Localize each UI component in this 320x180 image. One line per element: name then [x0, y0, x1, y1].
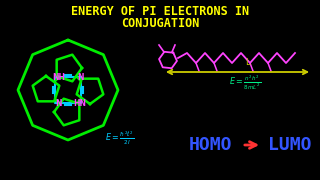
Text: N: N [77, 73, 83, 82]
Text: $E = \frac{\hbar^2\ell^2}{2I}$: $E = \frac{\hbar^2\ell^2}{2I}$ [105, 129, 135, 147]
Text: NH: NH [52, 73, 66, 82]
Text: HOMO: HOMO [188, 136, 232, 154]
Text: $E = \frac{n^2h^2}{8mL^2}$: $E = \frac{n^2h^2}{8mL^2}$ [229, 74, 261, 92]
Text: HN: HN [74, 98, 86, 107]
Text: CONJUGATION: CONJUGATION [121, 17, 199, 30]
Text: N: N [56, 98, 62, 107]
Text: ENERGY OF PI ELECTRONS IN: ENERGY OF PI ELECTRONS IN [71, 5, 249, 18]
Text: L: L [245, 58, 250, 67]
Text: LUMO: LUMO [268, 136, 312, 154]
